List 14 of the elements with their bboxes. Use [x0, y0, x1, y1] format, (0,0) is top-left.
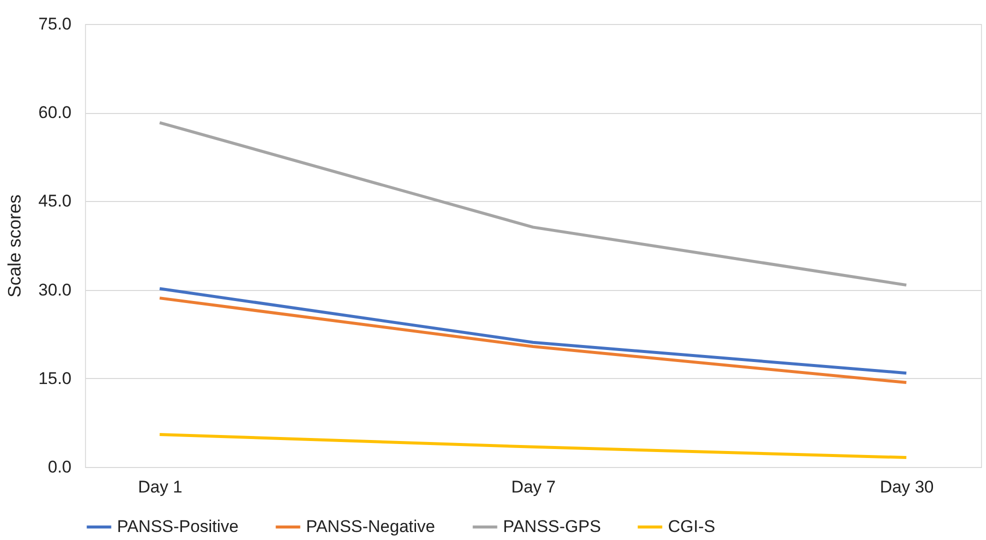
y-tick-label: 45.0	[38, 192, 72, 211]
legend-label: CGI-S	[668, 517, 716, 536]
y-tick-label: 75.0	[38, 14, 72, 34]
y-tick-label: 60.0	[38, 103, 72, 122]
legend-label: PANSS-Negative	[306, 517, 436, 536]
x-tick-label: Day 7	[511, 478, 556, 496]
legend-label: PANSS-Positive	[117, 517, 239, 536]
y-axis-title: Scale scores	[4, 194, 24, 298]
y-tick-label: 0.0	[48, 458, 72, 476]
y-tick-label: 15.0	[38, 368, 72, 388]
x-tick-label: Day 1	[138, 478, 182, 496]
y-tick-label: 30.0	[38, 280, 72, 300]
legend-label: PANSS-GPS	[503, 517, 601, 536]
x-tick-label: Day 30	[880, 478, 934, 496]
